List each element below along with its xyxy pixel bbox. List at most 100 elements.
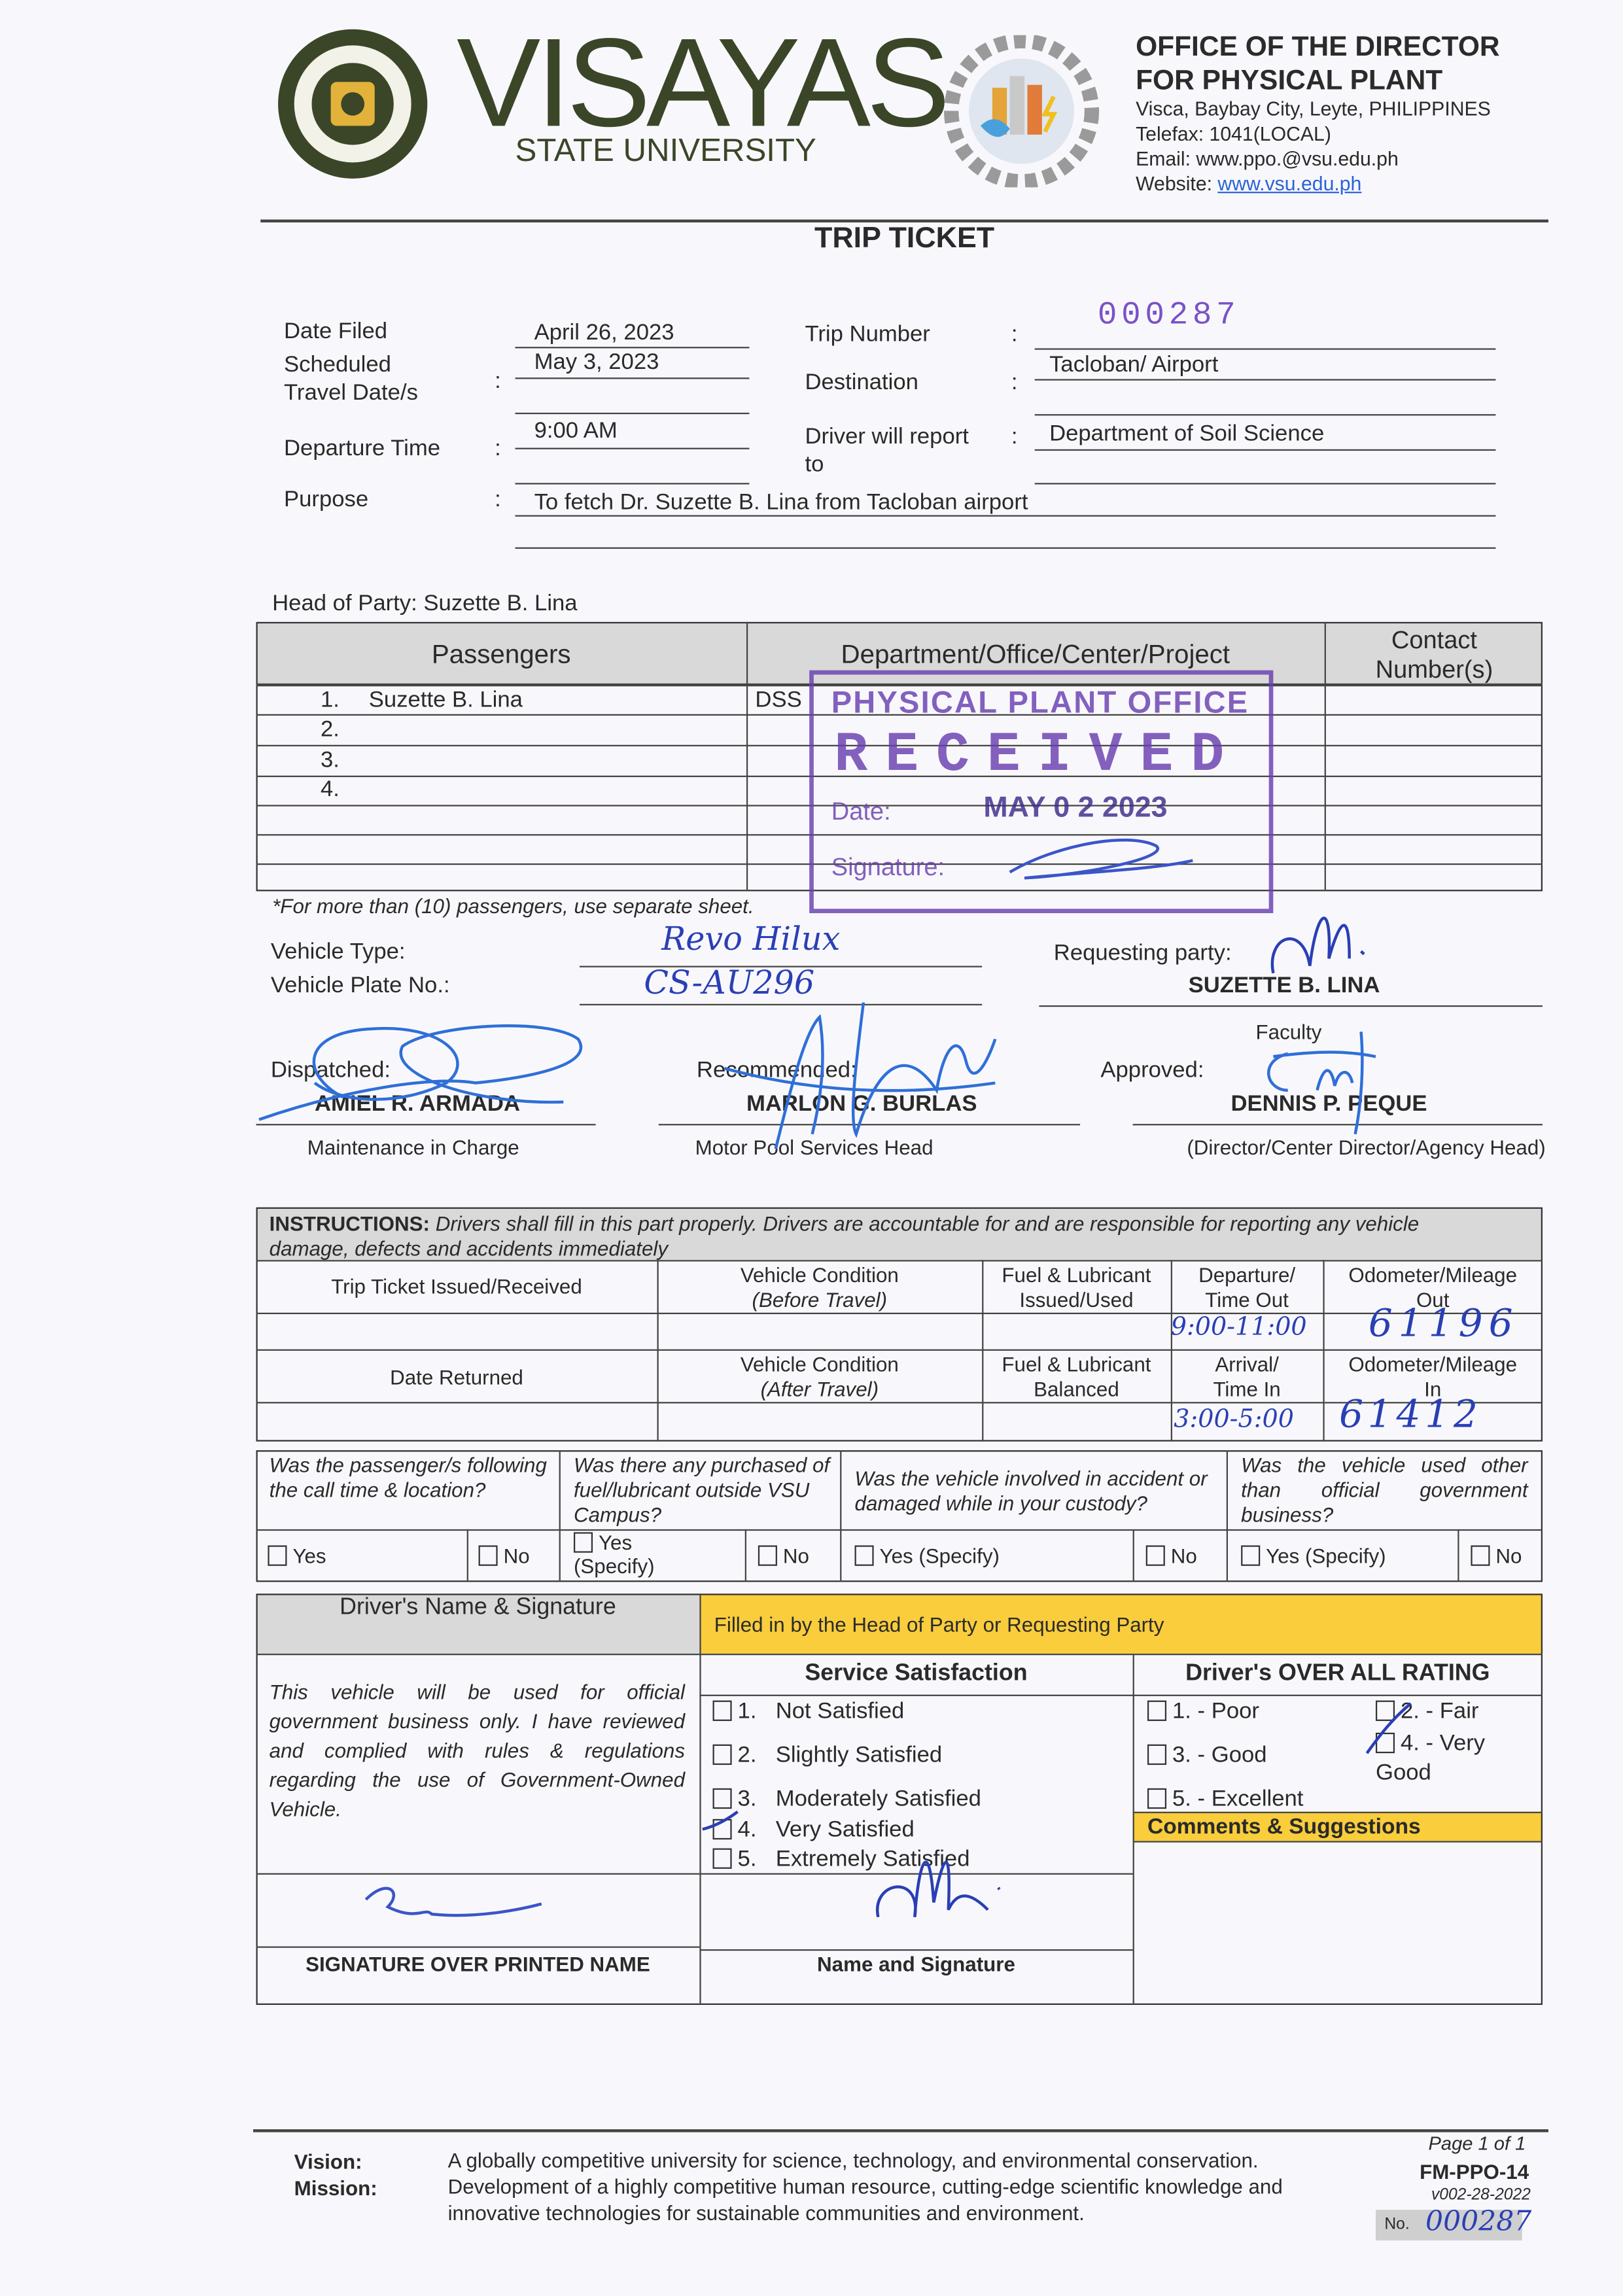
recommended-role: Motor Pool Services Head: [695, 1136, 934, 1159]
log-header-vehicle-condition-after: Vehicle Condition: [740, 1352, 899, 1376]
log-header-odometer-2: Odometer/Mileage: [1348, 1352, 1518, 1376]
checkbox-label: No: [503, 1544, 530, 1568]
checkbox-label: Yes: [599, 1531, 633, 1554]
q1-yes-checkbox[interactable]: Yes: [268, 1544, 326, 1567]
q1-no-checkbox[interactable]: No: [478, 1544, 530, 1568]
scheduled-travel-value: May 3, 2023: [534, 349, 659, 375]
driver-signature: [364, 1887, 542, 1917]
colon: :: [495, 368, 501, 394]
dispatched-signature: [258, 1024, 583, 1121]
row-number: 2.: [320, 717, 340, 742]
website-link[interactable]: www.vsu.edu.ph: [1217, 172, 1362, 195]
requesting-party-name: SUZETTE B. LINA: [1188, 973, 1380, 998]
rating-very-good-checkbox[interactable]: 4. - Very Good: [1375, 1730, 1486, 1788]
purpose-label: Purpose: [284, 487, 369, 513]
office-website-row: Website: www.vsu.edu.ph: [1136, 173, 1361, 195]
passengers-table: [256, 621, 1543, 892]
vsu-seal-logo: [278, 29, 428, 179]
service-satisfaction-title: Service Satisfaction: [805, 1661, 1028, 1686]
mission-text-2: innovative technologies for sustainable …: [447, 2200, 1085, 2225]
date-filed-label: Date Filed: [284, 319, 388, 344]
departure-time-out-value: 9:00-11:00: [1170, 1312, 1307, 1342]
satisfaction-option-checkbox[interactable]: 1. Not Satisfied: [712, 1699, 904, 1725]
departure-time-label: Departure Time: [284, 436, 441, 461]
approved-signature: [1267, 1032, 1376, 1135]
checkbox-label: (Specify): [573, 1554, 655, 1578]
travel-log-table: [256, 1207, 1543, 1442]
website-label: Website:: [1136, 172, 1218, 195]
rating-good-checkbox[interactable]: 3. - Good: [1147, 1743, 1267, 1769]
log-header-after-travel: (After Travel): [760, 1377, 879, 1401]
q2-yes-checkbox[interactable]: Yes (Specify): [573, 1531, 655, 1578]
log-header-odometer-in: In: [1424, 1377, 1442, 1401]
log-header-departure: Departure/: [1198, 1262, 1296, 1287]
vehicle-plate-value: CS-AU296: [644, 965, 815, 1003]
option-label: Very Satisfied: [775, 1817, 915, 1843]
row-number: 4.: [320, 776, 340, 802]
stamp-office: PHYSICAL PLANT OFFICE: [831, 686, 1249, 720]
university-subtitle: STATE UNIVERSITY: [515, 131, 816, 169]
satisfaction-option-checkbox[interactable]: 2. Slightly Satisfied: [712, 1743, 942, 1769]
rating-excellent-checkbox[interactable]: 5. - Excellent: [1147, 1787, 1303, 1813]
control-number-label: No.: [1384, 2216, 1410, 2233]
satisfaction-table: [256, 1593, 1543, 2005]
mission-text-1: Development of a highly competitive huma…: [447, 2174, 1283, 2199]
q4-yes-checkbox[interactable]: Yes (Specify): [1241, 1544, 1386, 1567]
dispatched-label: Dispatched:: [270, 1058, 391, 1083]
colon: :: [495, 487, 501, 513]
header-divider: [260, 219, 1548, 223]
option-label: Moderately Satisfied: [775, 1786, 981, 1812]
approved-name: DENNIS P. PEQUE: [1230, 1091, 1427, 1117]
colon: :: [1011, 424, 1018, 449]
requesting-party-signature: [1270, 916, 1365, 974]
odometer-out-value: 61196: [1368, 1302, 1519, 1347]
arrival-time-in-value: 3:00-5:00: [1174, 1404, 1294, 1435]
checkbox-label: No: [782, 1544, 809, 1568]
passenger-department: DSS: [755, 687, 802, 713]
destination-label: Destination: [805, 370, 918, 396]
log-header-fuel-balanced: Balanced: [1034, 1377, 1119, 1401]
driver-report-label-2: to: [805, 452, 824, 478]
trip-number-value: 000287: [1097, 297, 1240, 334]
trip-number-label: Trip Number: [805, 322, 930, 347]
mission-label: Mission:: [294, 2176, 377, 2200]
rating-poor-checkbox[interactable]: 1. - Poor: [1147, 1699, 1259, 1725]
log-header-fuel-2: Fuel & Lubricant: [1002, 1352, 1151, 1376]
stamp-date-label: Date:: [831, 797, 891, 826]
checkbox-label: Yes: [292, 1544, 326, 1568]
form-version: v002-28-2022: [1431, 2186, 1531, 2204]
dispatched-role: Maintenance in Charge: [307, 1136, 519, 1159]
satisfaction-option-checkbox[interactable]: 4. Very Satisfied: [712, 1817, 915, 1844]
passenger-note: *For more than (10) passengers, use sepa…: [272, 894, 754, 918]
question-fuel-purchase: Was there any purchased of fuel/lubrican…: [573, 1453, 830, 1527]
head-section-banner: Filled in by the Head of Party or Reques…: [714, 1612, 1164, 1637]
checkbox-label: 4. - Very: [1401, 1731, 1486, 1756]
instructions-text: Drivers shall fill in this part properly…: [430, 1211, 1420, 1236]
comments-field[interactable]: [1136, 1844, 1539, 2002]
col-header-contact: Contact Number(s): [1375, 626, 1493, 684]
q3-yes-checkbox[interactable]: Yes (Specify): [854, 1544, 1000, 1567]
satisfaction-option-checkbox[interactable]: 3. Moderately Satisfied: [712, 1786, 981, 1813]
instructions-line1: INSTRUCTIONS: Drivers shall fill in this…: [270, 1211, 1420, 1235]
log-header-odometer: Odometer/Mileage: [1348, 1262, 1518, 1287]
destination-value: Tacloban/ Airport: [1049, 353, 1219, 378]
form-code: FM-PPO-14: [1420, 2160, 1529, 2183]
q3-no-checkbox[interactable]: No: [1145, 1544, 1197, 1568]
satisfaction-option-checkbox[interactable]: 5. Extremely Satisfied: [712, 1847, 970, 1873]
q2-no-checkbox[interactable]: No: [758, 1544, 809, 1567]
scheduled-label-2: Travel Date/s: [284, 380, 418, 406]
col-header-department: Department/Office/Center/Project: [841, 639, 1230, 669]
questions-table: [256, 1450, 1543, 1582]
q4-no-checkbox[interactable]: No: [1471, 1544, 1522, 1567]
option-number: 3.: [737, 1786, 757, 1812]
colon: :: [1011, 322, 1018, 347]
departure-time-value: 9:00 AM: [534, 418, 618, 444]
vision-text: A globally competitive university for sc…: [447, 2148, 1259, 2172]
checkbox-label: Yes (Specify): [1266, 1544, 1386, 1568]
office-telefax: Telefax: 1041(LOCAL): [1136, 122, 1331, 145]
colon: :: [1011, 370, 1018, 396]
rating-fair-checkbox[interactable]: 2. - Fair: [1375, 1699, 1478, 1725]
question-call-time: Was the passenger/s following the call t…: [269, 1453, 547, 1502]
checkbox-label: No: [1170, 1544, 1197, 1568]
